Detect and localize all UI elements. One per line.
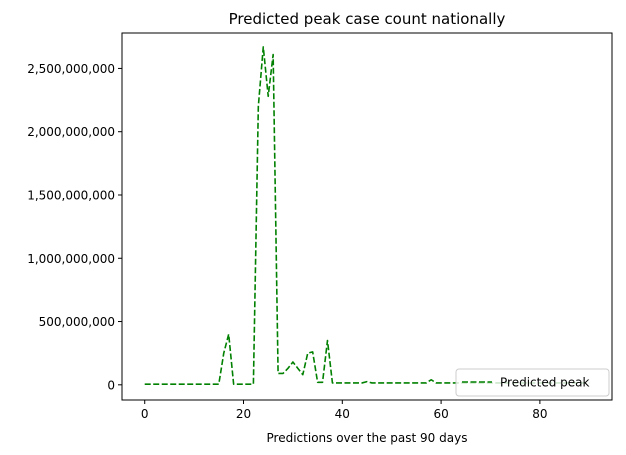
x-axis: 0 20 40 60 80 [141,400,548,421]
x-tick-label: 40 [335,407,350,421]
plot-frame [121,32,613,401]
y-tick-label: 0 [107,378,115,392]
y-tick-label: 1,000,000,000 [27,252,115,266]
legend-label: Predicted peak [500,376,590,390]
y-axis: 0 500,000,000 1,000,000,000 1,500,000,000 2,… [27,62,122,392]
legend-box [455,368,610,397]
legend: Predicted peak [455,368,610,397]
chart-title: Predicted peak case count nationally [229,10,506,28]
x-axis-label: Predictions over the past 90 days [267,431,468,445]
series-line-predicted-peak [144,46,590,385]
y-tick-label: 500,000,000 [39,315,115,329]
x-tick-label: 80 [532,407,547,421]
x-tick-label: 20 [236,407,251,421]
plot-area [121,32,613,401]
y-tick-label: 1,500,000,000 [27,188,115,202]
series-layer [144,46,590,385]
y-tick-label: 2,500,000,000 [27,62,115,76]
x-tick-label: 0 [141,407,149,421]
y-tick-label: 2,000,000,000 [27,125,115,139]
x-tick-label: 60 [433,407,448,421]
